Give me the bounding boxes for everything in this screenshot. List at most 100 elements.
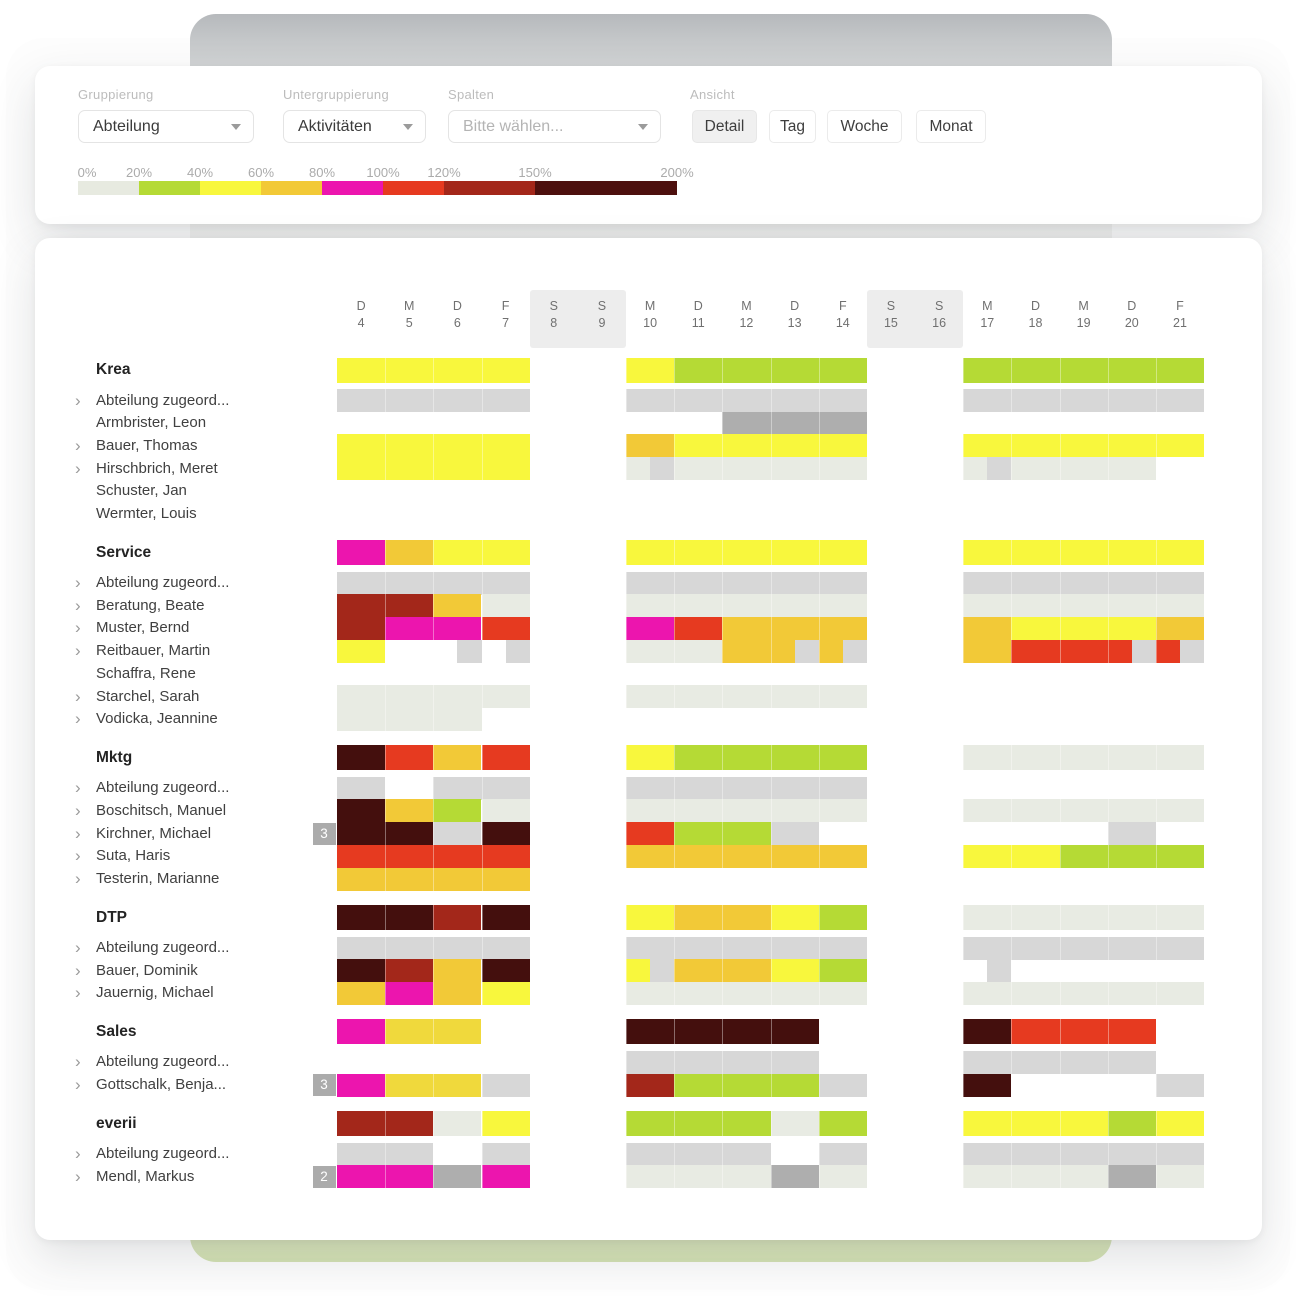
schedule-row-label[interactable]: Reitbauer, Martin bbox=[96, 642, 211, 660]
utilization-bar[interactable] bbox=[674, 434, 867, 458]
row-expand-chevron[interactable]: › bbox=[75, 846, 81, 866]
utilization-bar[interactable] bbox=[481, 799, 530, 823]
utilization-bar[interactable] bbox=[385, 799, 434, 823]
utilization-bar[interactable] bbox=[963, 594, 1205, 618]
utilization-bar[interactable] bbox=[481, 981, 530, 1005]
utilization-bar[interactable] bbox=[770, 1165, 819, 1189]
utilization-bar[interactable] bbox=[1011, 639, 1132, 663]
utilization-bar[interactable] bbox=[626, 844, 867, 868]
schedule-row-label[interactable]: Abteilung zugeord... bbox=[96, 779, 230, 797]
schedule-row-label[interactable]: Starchel, Sarah bbox=[96, 687, 200, 705]
utilization-bar[interactable] bbox=[1155, 639, 1180, 663]
view-option-tag[interactable]: Tag bbox=[769, 110, 816, 143]
row-expand-chevron[interactable]: › bbox=[75, 823, 81, 843]
utilization-bar[interactable] bbox=[626, 685, 867, 708]
utilization-bar[interactable] bbox=[818, 1142, 867, 1166]
utilization-bar[interactable] bbox=[963, 389, 1205, 412]
utilization-bar[interactable] bbox=[337, 776, 386, 800]
utilization-bar[interactable] bbox=[337, 357, 530, 383]
utilization-bar[interactable] bbox=[481, 822, 530, 846]
schedule-row-label[interactable]: Abteilung zugeord... bbox=[96, 391, 230, 409]
utilization-bar[interactable] bbox=[626, 616, 675, 640]
group-row-label[interactable]: DTP bbox=[96, 908, 127, 926]
schedule-row-label[interactable]: Abteilung zugeord... bbox=[96, 1145, 230, 1163]
utilization-bar[interactable] bbox=[818, 639, 843, 663]
utilization-bar[interactable] bbox=[818, 1111, 867, 1137]
utilization-bar[interactable] bbox=[337, 1111, 434, 1137]
group-row-label[interactable]: Sales bbox=[96, 1022, 137, 1040]
utilization-bar[interactable] bbox=[963, 936, 1205, 960]
utilization-bar[interactable] bbox=[1011, 616, 1156, 640]
utilization-bar[interactable] bbox=[626, 1019, 819, 1045]
schedule-row-label[interactable]: Hirschbrich, Meret bbox=[96, 459, 218, 477]
utilization-bar[interactable] bbox=[770, 959, 819, 983]
utilization-bar[interactable] bbox=[674, 745, 867, 771]
utilization-bar[interactable] bbox=[963, 799, 1205, 823]
utilization-bar[interactable] bbox=[433, 745, 482, 771]
utilization-bar[interactable] bbox=[722, 616, 867, 640]
utilization-bar[interactable] bbox=[963, 844, 1060, 868]
utilization-bar[interactable] bbox=[963, 457, 1156, 481]
utilization-bar[interactable] bbox=[626, 905, 675, 930]
schedule-row-label[interactable]: Kirchner, Michael bbox=[96, 824, 212, 842]
utilization-bar[interactable] bbox=[337, 745, 386, 771]
utilization-bar[interactable] bbox=[1179, 639, 1205, 663]
utilization-bar[interactable] bbox=[385, 616, 482, 640]
row-expand-chevron[interactable]: › bbox=[75, 960, 81, 980]
utilization-bar[interactable] bbox=[626, 571, 867, 595]
utilization-bar[interactable] bbox=[337, 389, 530, 412]
utilization-bar[interactable] bbox=[337, 822, 434, 846]
utilization-bar[interactable] bbox=[481, 1142, 530, 1166]
row-expand-chevron[interactable]: › bbox=[75, 641, 81, 661]
utilization-bar[interactable] bbox=[481, 1111, 530, 1137]
utilization-bar[interactable] bbox=[626, 457, 867, 481]
utilization-bar[interactable] bbox=[626, 639, 723, 663]
utilization-bar[interactable] bbox=[385, 959, 434, 983]
utilization-bar[interactable] bbox=[626, 1142, 771, 1166]
utilization-bar[interactable] bbox=[337, 981, 386, 1005]
group-row-label[interactable]: Service bbox=[96, 543, 152, 561]
utilization-bar[interactable] bbox=[626, 959, 651, 983]
utilization-bar[interactable] bbox=[337, 707, 482, 731]
utilization-bar[interactable] bbox=[433, 1165, 482, 1189]
utilization-bar[interactable] bbox=[337, 457, 530, 481]
row-expand-chevron[interactable]: › bbox=[75, 458, 81, 478]
utilization-bar[interactable] bbox=[674, 616, 723, 640]
utilization-bar[interactable] bbox=[987, 959, 1012, 983]
utilization-bar[interactable] bbox=[1155, 1165, 1205, 1189]
group-row-label[interactable]: Krea bbox=[96, 361, 131, 378]
utilization-bar[interactable] bbox=[626, 1073, 675, 1097]
utilization-bar[interactable] bbox=[433, 799, 482, 823]
utilization-bar[interactable] bbox=[337, 434, 530, 458]
utilization-bar[interactable] bbox=[963, 1165, 1108, 1189]
group-row-label[interactable]: everii bbox=[96, 1114, 137, 1132]
utilization-bar[interactable] bbox=[674, 357, 867, 383]
utilization-bar[interactable] bbox=[337, 959, 386, 983]
utilization-bar[interactable] bbox=[433, 981, 482, 1005]
utilization-bar[interactable] bbox=[337, 867, 530, 891]
utilization-bar[interactable] bbox=[481, 1165, 530, 1189]
utilization-bar[interactable] bbox=[337, 905, 434, 930]
utilization-bar[interactable] bbox=[963, 571, 1205, 595]
row-expand-chevron[interactable]: › bbox=[75, 709, 81, 729]
utilization-bar[interactable] bbox=[963, 639, 1012, 663]
utilization-bar[interactable] bbox=[457, 639, 482, 663]
utilization-bar[interactable] bbox=[818, 959, 867, 983]
schedule-row-label[interactable]: Boschitsch, Manuel bbox=[96, 801, 227, 819]
utilization-bar[interactable] bbox=[770, 905, 819, 930]
utilization-bar[interactable] bbox=[337, 936, 530, 960]
utilization-bar[interactable] bbox=[818, 1165, 867, 1189]
utilization-bar[interactable] bbox=[337, 594, 434, 618]
utilization-bar[interactable] bbox=[505, 639, 530, 663]
schedule-row-label[interactable]: Beratung, Beate bbox=[96, 596, 205, 614]
utilization-bar[interactable] bbox=[337, 685, 530, 708]
utilization-bar[interactable] bbox=[1155, 616, 1205, 640]
gruppierung-select[interactable]: Abteilung bbox=[78, 110, 254, 143]
untergruppierung-select[interactable]: Aktivitäten bbox=[283, 110, 426, 143]
utilization-bar[interactable] bbox=[963, 1019, 1012, 1045]
row-expand-chevron[interactable]: › bbox=[75, 1166, 81, 1186]
utilization-bar[interactable] bbox=[481, 745, 530, 771]
utilization-bar[interactable] bbox=[481, 1073, 530, 1097]
utilization-bar[interactable] bbox=[481, 959, 530, 983]
utilization-bar[interactable] bbox=[433, 959, 482, 983]
